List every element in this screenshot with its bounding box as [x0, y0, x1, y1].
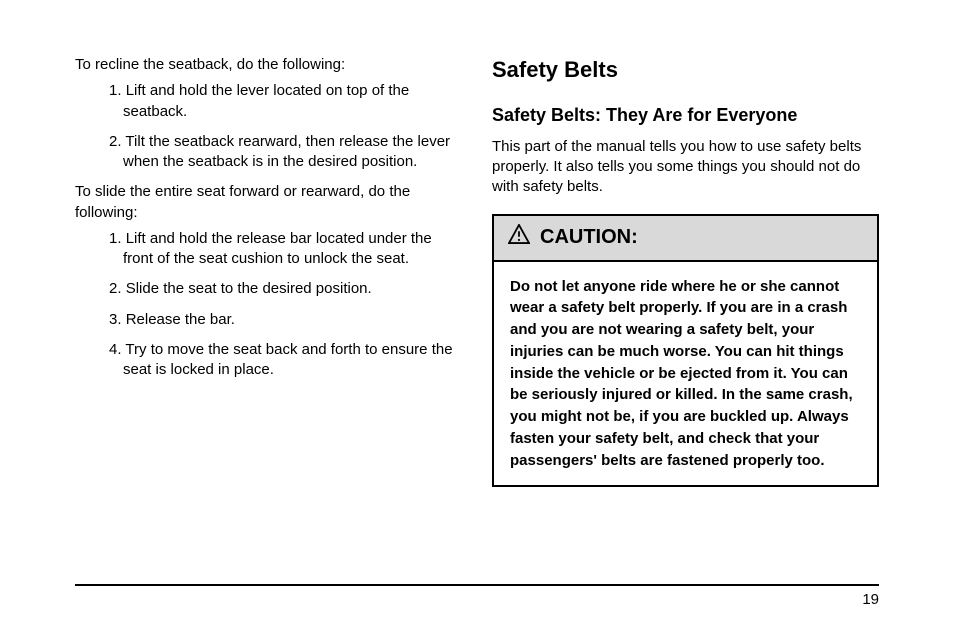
list-item: 4. Try to move the seat back and forth t… — [75, 340, 462, 381]
step-text: Try to move the seat back and forth to e… — [123, 341, 453, 378]
subsection-heading: Safety Belts: They Are for Everyone — [492, 103, 879, 127]
step-text: Tilt the seatback rearward, then release… — [123, 133, 450, 170]
recline-steps: 1. Lift and hold the lever located on to… — [75, 81, 462, 172]
step-text: Release the bar. — [126, 311, 235, 328]
step-text: Lift and hold the lever located on top o… — [123, 82, 409, 119]
caution-label: CAUTION: — [540, 224, 638, 251]
step-text: Lift and hold the release bar located un… — [123, 230, 432, 267]
caution-body: Do not let anyone ride where he or she c… — [494, 262, 877, 486]
list-item: 1. Lift and hold the release bar located… — [75, 229, 462, 270]
section-intro: This part of the manual tells you how to… — [492, 137, 879, 198]
slide-steps: 1. Lift and hold the release bar located… — [75, 229, 462, 381]
caution-box: CAUTION: Do not let anyone ride where he… — [492, 214, 879, 488]
caution-header: CAUTION: — [494, 216, 877, 262]
step-text: Slide the seat to the desired position. — [126, 280, 372, 297]
recline-intro: To recline the seatback, do the followin… — [75, 55, 462, 75]
right-column: Safety Belts Safety Belts: They Are for … — [492, 55, 879, 487]
list-item: 1. Lift and hold the lever located on to… — [75, 81, 462, 122]
page-number: 19 — [862, 591, 879, 608]
list-item: 2. Tilt the seatback rearward, then rele… — [75, 132, 462, 173]
list-item: 2. Slide the seat to the desired positio… — [75, 279, 462, 299]
page-content: To recline the seatback, do the followin… — [75, 55, 879, 487]
warning-triangle-icon — [508, 224, 530, 252]
left-column: To recline the seatback, do the followin… — [75, 55, 462, 487]
list-item: 3. Release the bar. — [75, 310, 462, 330]
footer-rule — [75, 584, 879, 586]
section-heading: Safety Belts — [492, 55, 879, 85]
slide-intro: To slide the entire seat forward or rear… — [75, 182, 462, 223]
